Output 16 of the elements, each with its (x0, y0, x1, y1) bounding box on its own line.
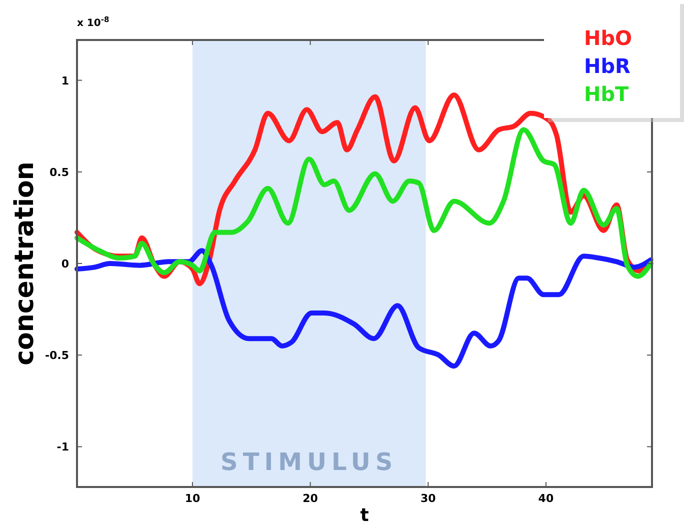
x-tick-label: 20 (302, 492, 318, 505)
y-tick-label: -1 (56, 440, 69, 454)
text: HbO (584, 26, 632, 50)
y-axis-title: concentration (10, 162, 40, 366)
y-tick-label: 0 (61, 258, 70, 270)
x-tick-label: 40 (538, 492, 554, 505)
y-tick-label: -0.5 (44, 349, 69, 362)
text: HbR (584, 54, 630, 78)
x-tick-label: 30 (420, 492, 436, 505)
y-tick-label: 1 (61, 74, 69, 88)
band-label: STIMULUS (220, 448, 398, 476)
text: x 10$^{-8}$ (77, 14, 110, 29)
x-axis-title: t (360, 505, 370, 525)
x-tick-label: 10 (184, 492, 200, 505)
y-tick-label: 0.5 (50, 166, 69, 179)
text: HbT (584, 82, 630, 106)
